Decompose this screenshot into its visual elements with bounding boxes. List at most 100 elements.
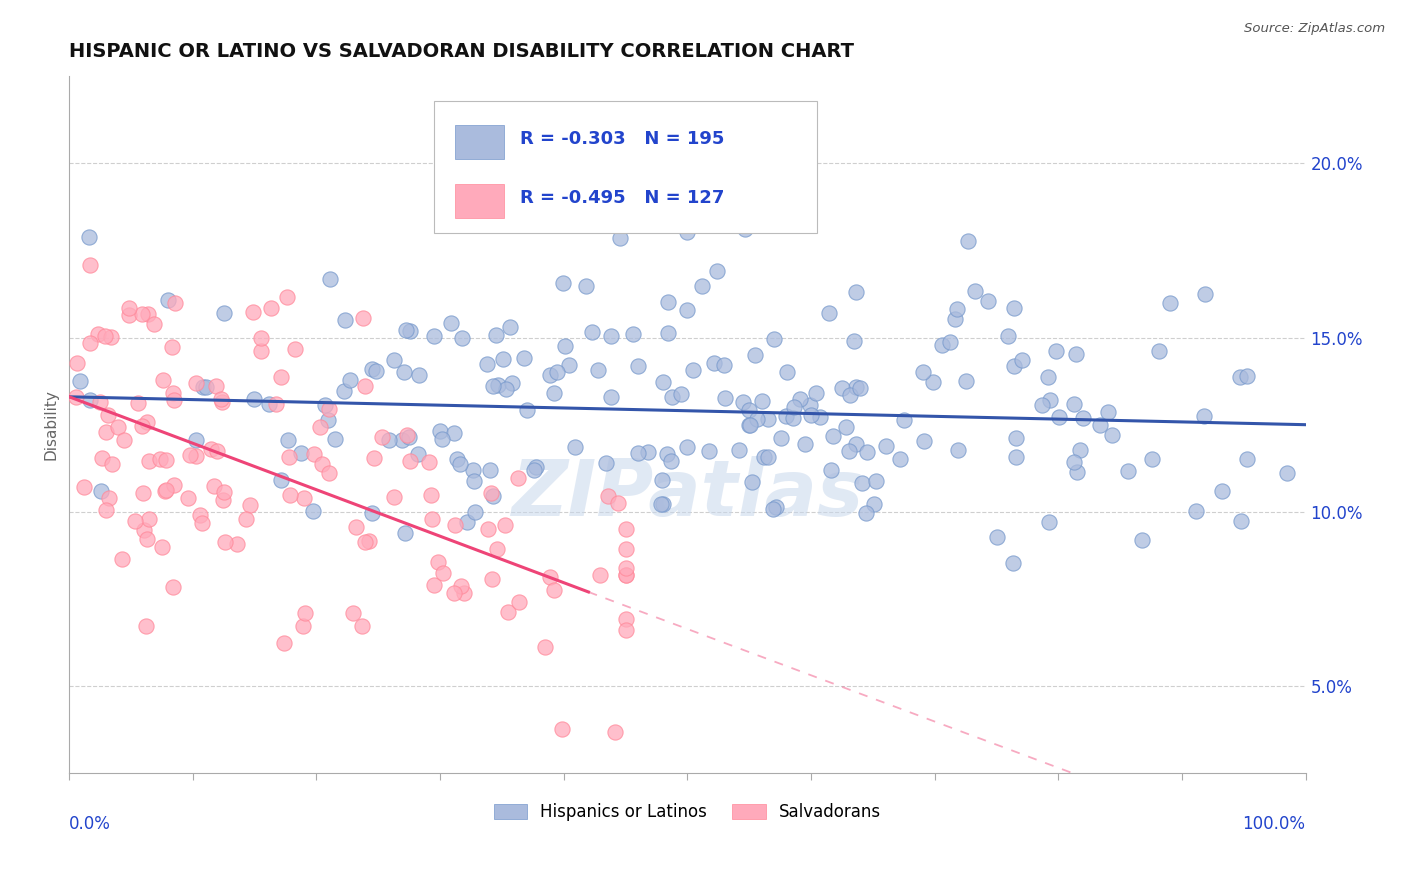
Point: [977, 294, 1000, 309]
Point: [498, 605, 520, 619]
Point: [848, 381, 870, 395]
Point: [177, 491, 200, 505]
Point: [211, 492, 233, 507]
Legend: Hispanics or Latinos, Salvadorans: Hispanics or Latinos, Salvadorans: [486, 797, 887, 828]
Point: [1116, 464, 1139, 478]
Point: [524, 460, 547, 475]
Point: [831, 381, 853, 395]
Point: [486, 378, 509, 392]
Point: [235, 511, 257, 525]
Point: [477, 522, 499, 536]
Point: [278, 488, 301, 502]
Point: [835, 419, 858, 434]
Point: [394, 323, 416, 337]
Point: [278, 450, 301, 464]
Point: [399, 324, 422, 338]
Text: 0.0%: 0.0%: [69, 815, 111, 833]
Point: [107, 420, 129, 434]
Point: [284, 343, 307, 357]
Point: [165, 295, 187, 310]
Point: [775, 409, 797, 423]
Point: [1229, 370, 1251, 384]
Point: [250, 344, 273, 359]
Point: [157, 293, 180, 307]
Point: [249, 331, 271, 345]
Point: [1005, 431, 1028, 445]
Point: [553, 276, 575, 290]
Point: [273, 636, 295, 650]
Point: [627, 359, 650, 374]
Point: [855, 506, 877, 520]
Point: [292, 619, 315, 633]
Point: [260, 301, 283, 315]
Point: [449, 457, 471, 471]
Point: [152, 373, 174, 387]
Point: [264, 397, 287, 411]
Point: [839, 388, 862, 402]
Point: [614, 568, 637, 582]
Point: [851, 475, 873, 490]
Point: [599, 390, 621, 404]
Point: [378, 434, 401, 448]
Point: [443, 586, 465, 600]
Point: [589, 567, 612, 582]
Point: [783, 401, 806, 415]
Point: [741, 475, 763, 489]
Point: [1005, 450, 1028, 465]
Point: [609, 231, 631, 245]
Point: [453, 585, 475, 599]
Point: [481, 572, 503, 586]
Point: [769, 431, 792, 445]
Point: [79, 336, 101, 351]
Point: [354, 534, 377, 549]
Point: [875, 439, 897, 453]
Point: [948, 443, 970, 458]
Point: [557, 358, 579, 372]
Text: Source: ZipAtlas.com: Source: ZipAtlas.com: [1244, 22, 1385, 36]
Point: [443, 425, 465, 440]
Point: [184, 433, 207, 447]
Point: [651, 375, 673, 389]
Point: [354, 379, 377, 393]
Point: [657, 326, 679, 340]
Point: [794, 436, 817, 450]
Point: [845, 380, 868, 394]
Point: [398, 454, 420, 468]
Point: [290, 446, 312, 460]
Point: [543, 386, 565, 401]
Point: [408, 368, 430, 382]
Point: [1229, 515, 1251, 529]
Point: [1069, 443, 1091, 458]
Point: [163, 478, 186, 492]
Point: [931, 337, 953, 351]
Point: [1038, 516, 1060, 530]
Point: [838, 444, 860, 458]
Point: [94, 503, 117, 517]
Point: [676, 225, 699, 239]
Point: [551, 722, 574, 736]
Point: [276, 290, 298, 304]
Point: [155, 483, 177, 497]
Point: [191, 380, 214, 394]
Point: [136, 532, 159, 546]
Point: [575, 279, 598, 293]
Point: [163, 392, 186, 407]
Point: [318, 402, 340, 417]
Point: [432, 566, 454, 580]
Text: HISPANIC OR LATINO VS SALVADORAN DISABILITY CORRELATION CHART: HISPANIC OR LATINO VS SALVADORAN DISABIL…: [69, 42, 855, 61]
Point: [96, 425, 118, 439]
Point: [357, 534, 380, 549]
Point: [318, 467, 340, 481]
Point: [481, 379, 503, 393]
Point: [1031, 398, 1053, 412]
Point: [344, 520, 367, 534]
Point: [350, 618, 373, 632]
Point: [865, 474, 887, 488]
Point: [765, 500, 787, 514]
Point: [184, 449, 207, 463]
Point: [543, 583, 565, 598]
Point: [1159, 296, 1181, 310]
Point: [371, 429, 394, 443]
Point: [986, 530, 1008, 544]
Point: [87, 326, 110, 341]
